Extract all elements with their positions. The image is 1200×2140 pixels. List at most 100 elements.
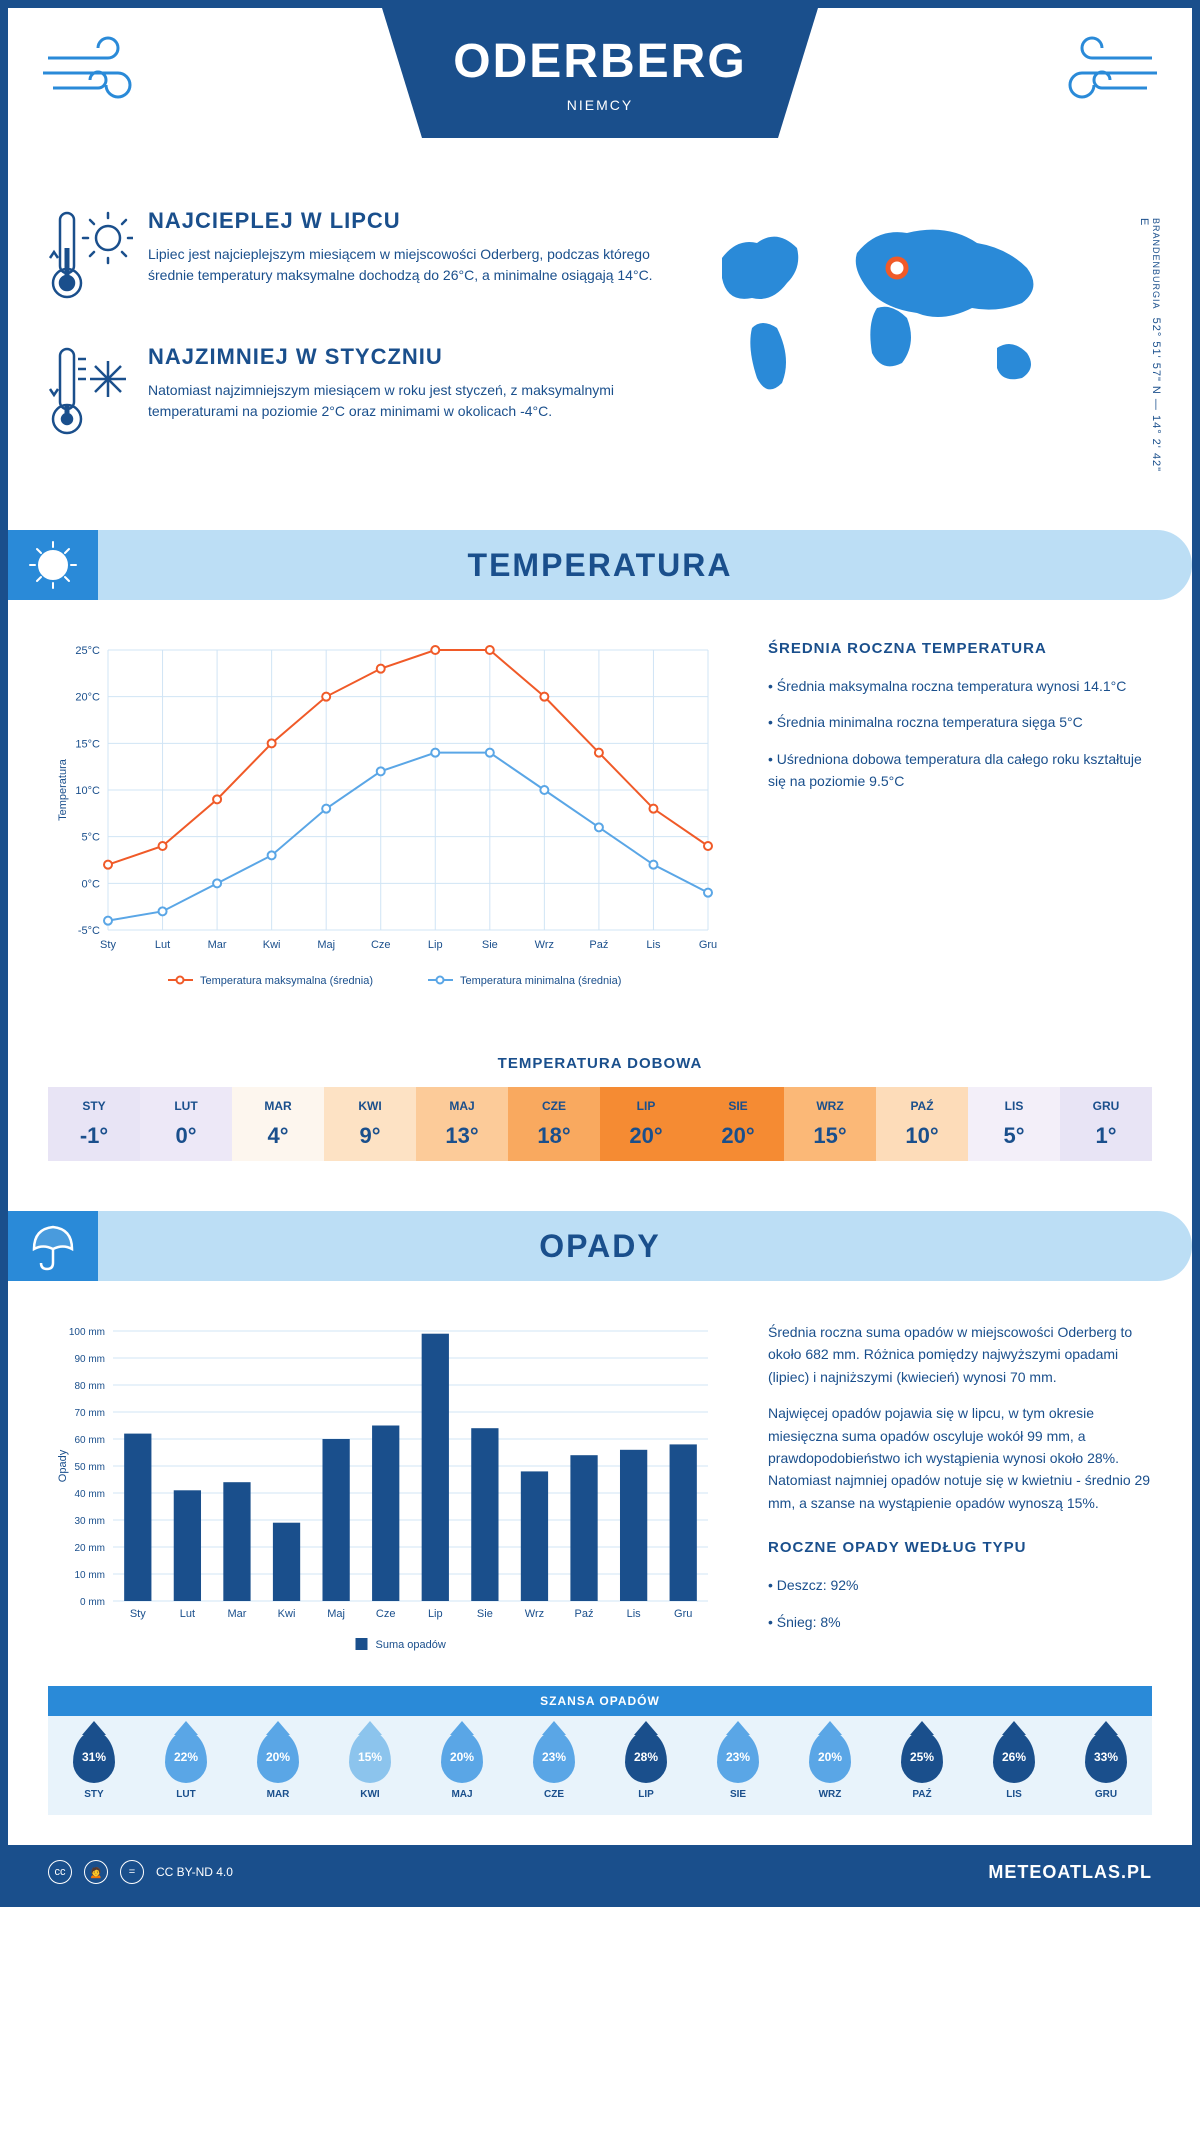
svg-text:20°C: 20°C <box>75 692 100 704</box>
svg-text:Temperatura maksymalna (średni: Temperatura maksymalna (średnia) <box>200 975 373 987</box>
daily-temp-cell: KWI9° <box>324 1087 416 1161</box>
svg-text:Opady: Opady <box>57 1449 69 1482</box>
chance-drop-cell: .drop-cell:nth-child(2) .drop::before{bo… <box>140 1731 232 1800</box>
header: ODERBERG NIEMCY <box>8 8 1192 208</box>
precipitation-side-text: Średnia roczna suma opadów w miejscowośc… <box>768 1321 1152 1666</box>
license-text: CC BY-ND 4.0 <box>156 1865 233 1879</box>
daily-temp-cell: LIS5° <box>968 1087 1060 1161</box>
temperature-side-text: ŚREDNIA ROCZNA TEMPERATURA • Średnia mak… <box>768 640 1152 1005</box>
svg-text:Cze: Cze <box>376 1608 396 1620</box>
umbrella-icon <box>8 1211 98 1281</box>
temperature-title: TEMPERATURA <box>468 547 733 584</box>
svg-text:Sty: Sty <box>100 939 116 951</box>
svg-text:60 mm: 60 mm <box>74 1435 105 1446</box>
avg-temp-bullet-3: • Uśredniona dobowa temperatura dla całe… <box>768 748 1152 793</box>
precipitation-content: 0 mm10 mm20 mm30 mm40 mm50 mm60 mm70 mm8… <box>8 1301 1192 1686</box>
hottest-text: Lipiec jest najcieplejszym miesiącem w m… <box>148 244 662 286</box>
nd-icon: = <box>120 1860 144 1884</box>
svg-text:Cze: Cze <box>371 939 391 951</box>
intro-right: BRANDENBURGIA 52° 51' 57" N — 14° 2' 42"… <box>702 208 1152 480</box>
svg-text:Lut: Lut <box>180 1608 195 1620</box>
coldest-block: NAJZIMNIEJ W STYCZNIU Natomiast najzimni… <box>48 344 662 450</box>
svg-text:0 mm: 0 mm <box>80 1597 105 1608</box>
intro-left: NAJCIEPLEJ W LIPCU Lipiec jest najcieple… <box>48 208 662 480</box>
svg-text:Gru: Gru <box>699 939 717 951</box>
chance-drops-row: .drop-cell:nth-child(1) .drop::before{bo… <box>48 1716 1152 1815</box>
daily-temp-cell: MAR4° <box>232 1087 324 1161</box>
svg-text:5°C: 5°C <box>82 832 101 844</box>
daily-temp-cell: SIE20° <box>692 1087 784 1161</box>
svg-text:Lis: Lis <box>646 939 661 951</box>
country-name: NIEMCY <box>567 97 633 113</box>
city-name: ODERBERG <box>453 34 746 89</box>
svg-text:80 mm: 80 mm <box>74 1381 105 1392</box>
hottest-title: NAJCIEPLEJ W LIPCU <box>148 208 662 234</box>
svg-text:Maj: Maj <box>317 939 335 951</box>
chance-drop-cell: .drop-cell:nth-child(10) .drop::before{b… <box>876 1731 968 1800</box>
svg-text:Maj: Maj <box>327 1608 345 1620</box>
svg-text:-5°C: -5°C <box>78 925 100 937</box>
chance-drop-cell: .drop-cell:nth-child(6) .drop::before{bo… <box>508 1731 600 1800</box>
daily-temp-cell: MAJ13° <box>416 1087 508 1161</box>
precip-type-title: ROCZNE OPADY WEDŁUG TYPU <box>768 1539 1152 1556</box>
svg-text:0°C: 0°C <box>82 878 101 890</box>
daily-temp-cell: LIP20° <box>600 1087 692 1161</box>
svg-text:50 mm: 50 mm <box>74 1462 105 1473</box>
sun-icon <box>8 530 98 600</box>
temperature-content: -5°C0°C5°C10°C15°C20°C25°CStyLutMarKwiMa… <box>8 620 1192 1025</box>
cc-icon: cc <box>48 1860 72 1884</box>
hottest-block: NAJCIEPLEJ W LIPCU Lipiec jest najcieple… <box>48 208 662 314</box>
precipitation-section-header: OPADY <box>8 1211 1192 1281</box>
coldest-text: Natomiast najzimniejszym miesiącem w rok… <box>148 380 662 422</box>
precip-type-2: • Śnieg: 8% <box>768 1611 1152 1633</box>
world-map <box>702 208 1082 408</box>
coordinates: BRANDENBURGIA 52° 51' 57" N — 14° 2' 42"… <box>1138 218 1162 480</box>
chance-drop-cell: .drop-cell:nth-child(7) .drop::before{bo… <box>600 1731 692 1800</box>
daily-temp-cell: PAŹ10° <box>876 1087 968 1161</box>
svg-text:Gru: Gru <box>674 1608 692 1620</box>
svg-text:Lis: Lis <box>627 1608 642 1620</box>
svg-text:Kwi: Kwi <box>278 1608 296 1620</box>
thermometer-hot-icon <box>48 208 133 314</box>
svg-text:Kwi: Kwi <box>263 939 281 951</box>
precipitation-chart: 0 mm10 mm20 mm30 mm40 mm50 mm60 mm70 mm8… <box>48 1321 728 1666</box>
daily-temp-cell: LUT0° <box>140 1087 232 1161</box>
daily-temp-cell: CZE18° <box>508 1087 600 1161</box>
svg-text:Temperatura: Temperatura <box>57 758 69 821</box>
svg-text:30 mm: 30 mm <box>74 1516 105 1527</box>
precip-text-1: Średnia roczna suma opadów w miejscowośc… <box>768 1321 1152 1388</box>
title-band: ODERBERG NIEMCY <box>422 8 777 138</box>
svg-text:Lip: Lip <box>428 939 443 951</box>
chance-drop-cell: .drop-cell:nth-child(8) .drop::before{bo… <box>692 1731 784 1800</box>
precipitation-chance: SZANSA OPADÓW .drop-cell:nth-child(1) .d… <box>48 1686 1152 1815</box>
svg-text:Sie: Sie <box>477 1608 493 1620</box>
svg-text:Paź: Paź <box>589 939 608 951</box>
svg-text:Suma opadów: Suma opadów <box>376 1639 446 1651</box>
intro-section: NAJCIEPLEJ W LIPCU Lipiec jest najcieple… <box>8 208 1192 510</box>
wind-icon-right <box>1052 33 1162 127</box>
svg-text:Temperatura minimalna (średnia: Temperatura minimalna (średnia) <box>460 975 621 987</box>
precip-text-2: Najwięcej opadów pojawia się w lipcu, w … <box>768 1402 1152 1514</box>
temperature-section-header: TEMPERATURA <box>8 530 1192 600</box>
svg-text:40 mm: 40 mm <box>74 1489 105 1500</box>
svg-text:25°C: 25°C <box>75 645 100 657</box>
svg-text:15°C: 15°C <box>75 738 100 750</box>
chance-drop-cell: .drop-cell:nth-child(5) .drop::before{bo… <box>416 1731 508 1800</box>
daily-temp-cell: WRZ15° <box>784 1087 876 1161</box>
chance-drop-cell: .drop-cell:nth-child(9) .drop::before{bo… <box>784 1731 876 1800</box>
svg-text:Wrz: Wrz <box>525 1608 544 1620</box>
daily-temp-cell: STY-1° <box>48 1087 140 1161</box>
daily-temp-title: TEMPERATURA DOBOWA <box>8 1055 1192 1072</box>
wind-icon-left <box>38 33 148 127</box>
by-icon: 🙍 <box>84 1860 108 1884</box>
temperature-chart: -5°C0°C5°C10°C15°C20°C25°CStyLutMarKwiMa… <box>48 640 728 1005</box>
svg-text:Sty: Sty <box>130 1608 146 1620</box>
svg-text:Sie: Sie <box>482 939 498 951</box>
avg-temp-title: ŚREDNIA ROCZNA TEMPERATURA <box>768 640 1152 657</box>
svg-text:Mar: Mar <box>227 1608 246 1620</box>
avg-temp-bullet-2: • Średnia minimalna roczna temperatura s… <box>768 711 1152 733</box>
daily-temp-table: STY-1°LUT0°MAR4°KWI9°MAJ13°CZE18°LIP20°S… <box>8 1087 1192 1191</box>
precip-type-1: • Deszcz: 92% <box>768 1574 1152 1596</box>
infographic-page: ODERBERG NIEMCY NAJCIEPLEJ W LIPCU Lipie… <box>0 0 1200 1907</box>
svg-text:10°C: 10°C <box>75 785 100 797</box>
